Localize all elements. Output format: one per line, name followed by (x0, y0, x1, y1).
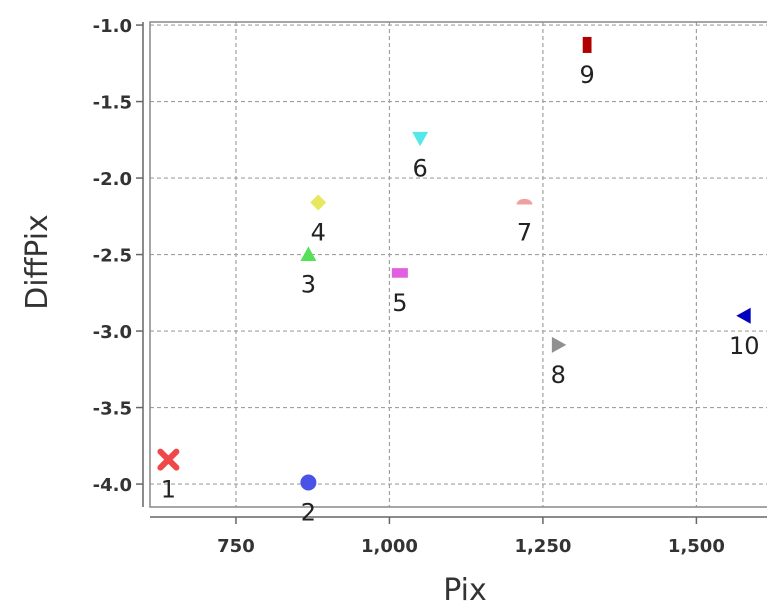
point-marker (516, 198, 533, 205)
y-tick-label: -1.0 (93, 16, 132, 37)
data-point-1: 1 (157, 448, 180, 504)
point-label: 5 (392, 289, 407, 317)
tick-labels: 750 1,000 1,250 1,500 -1.0 -1.5 -2.0 -2.5 -3.0 -3… (93, 16, 725, 557)
y-tick-label: -2.0 (93, 169, 132, 190)
data-point-5: 5 (391, 268, 408, 317)
axes (136, 22, 767, 524)
data-point-7: 7 (516, 198, 533, 247)
y-tick-label: -3.0 (93, 322, 132, 343)
grid (150, 22, 767, 507)
point-label: 1 (161, 476, 176, 504)
point-label: 2 (301, 499, 316, 527)
data-point-8: 8 (551, 336, 567, 389)
data-point-10: 10 (729, 307, 760, 360)
x-tick-label: 1,250 (514, 536, 571, 557)
plot-area-frame (149, 21, 767, 508)
point-label: 9 (579, 61, 594, 89)
point-label: 4 (311, 219, 326, 247)
point-marker (736, 307, 751, 324)
y-axis-title: DiffPix (20, 214, 55, 310)
x-tick-label: 1,000 (361, 536, 418, 557)
data-points: 1 2 3 4 5 6 7 8 9 10 (157, 36, 760, 527)
data-point-2: 2 (300, 474, 317, 527)
point-marker (582, 36, 592, 53)
y-tick-label: -1.5 (93, 93, 132, 114)
data-point-6: 6 (412, 131, 429, 182)
point-marker (551, 336, 567, 353)
point-marker (157, 448, 180, 471)
y-tick-label: -3.5 (93, 399, 132, 420)
point-label: 3 (301, 271, 316, 299)
data-point-3: 3 (300, 246, 317, 299)
y-tick-label: -4.0 (93, 475, 132, 496)
x-tick-label: 1,500 (668, 536, 725, 557)
point-marker (412, 131, 429, 147)
y-tick-label: -2.5 (93, 246, 132, 267)
x-axis-title: Pix (443, 573, 487, 608)
point-label: 8 (551, 361, 566, 389)
data-point-4: 4 (310, 194, 327, 247)
point-marker (300, 474, 317, 491)
x-tick-label: 750 (217, 536, 255, 557)
point-marker (310, 194, 327, 211)
point-marker (391, 268, 408, 278)
point-label: 6 (412, 154, 427, 182)
point-label: 7 (517, 219, 532, 247)
point-marker (300, 246, 317, 261)
data-point-9: 9 (579, 36, 595, 89)
point-label: 10 (729, 332, 760, 360)
